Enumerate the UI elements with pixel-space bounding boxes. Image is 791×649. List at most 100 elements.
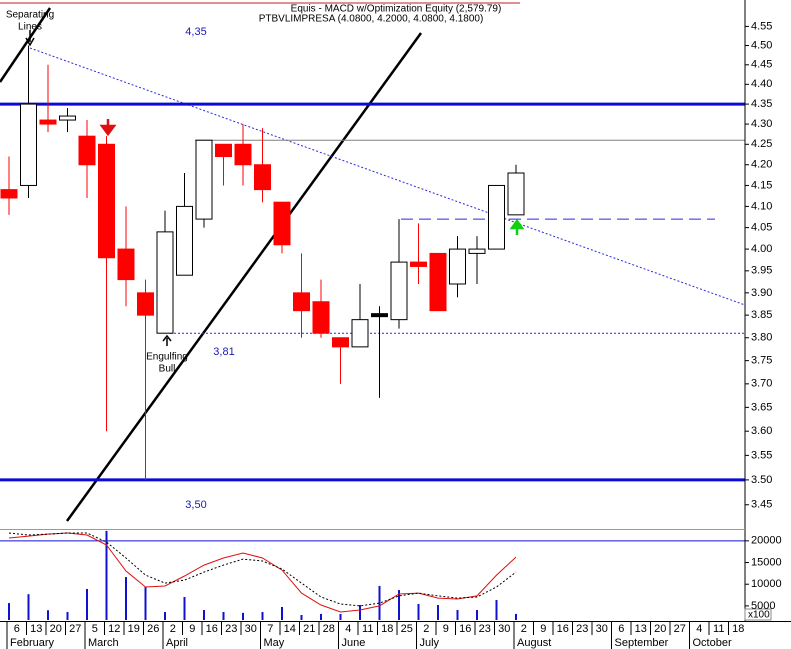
month-label: September xyxy=(615,637,669,649)
y-tick-label: 3.95 xyxy=(751,265,772,277)
y2-tick-label: 5000 xyxy=(751,600,775,612)
y-tick-label: 3.65 xyxy=(751,401,772,413)
y-tick-label: 3.80 xyxy=(751,332,772,344)
x-tick-label: 25 xyxy=(401,623,413,635)
month-label: February xyxy=(10,637,55,649)
candle-body xyxy=(332,337,349,348)
x-tick-label: 11 xyxy=(362,623,373,635)
arrow xyxy=(162,334,172,346)
volume-bar xyxy=(456,610,459,620)
candle-body xyxy=(273,201,291,246)
candle-body xyxy=(20,103,37,186)
x-tick-label: 6 xyxy=(14,623,20,635)
level-label: 3,50 xyxy=(185,499,206,511)
month-label: June xyxy=(342,637,366,649)
y-tick-label: 3.70 xyxy=(751,378,772,390)
candle-body xyxy=(98,143,115,259)
level-label: 4,35 xyxy=(185,26,206,38)
x-tick-label: 23 xyxy=(225,623,237,635)
month-label: August xyxy=(517,637,551,649)
arrow xyxy=(509,218,525,235)
x-tick-label: 11 xyxy=(713,623,724,635)
candle-body xyxy=(390,261,408,321)
candle-body xyxy=(234,143,252,166)
x-tick-label: 9 xyxy=(540,623,546,635)
x-tick-label: 19 xyxy=(128,623,140,635)
y-tick-label: 4.05 xyxy=(751,222,772,234)
candle-body xyxy=(312,301,330,334)
chart-subtitle: PTBVLIMPRESA (4.0800, 4.2000, 4.0800, 4.… xyxy=(259,14,484,25)
annotation: Bull xyxy=(159,364,176,375)
candle-body xyxy=(429,252,447,312)
x-tick-label: 27 xyxy=(674,623,686,635)
trend-line xyxy=(0,7,52,83)
candle-body xyxy=(78,135,96,166)
arrow xyxy=(25,30,35,47)
month-label: April xyxy=(166,637,188,649)
arrow xyxy=(99,119,117,137)
month-label: May xyxy=(264,637,285,649)
x-tick-label: 21 xyxy=(303,623,315,635)
volume-bar xyxy=(417,603,420,620)
x-tick-label: 20 xyxy=(50,623,62,635)
y2-tick-label: 15000 xyxy=(751,556,782,568)
x-tick-label: 9 xyxy=(443,623,449,635)
candle-body xyxy=(39,119,57,125)
candle-body xyxy=(156,231,174,334)
trend-line xyxy=(65,32,423,522)
volume-bar xyxy=(203,610,205,620)
candle-body xyxy=(371,313,388,318)
x-tick-label: 2 xyxy=(521,623,527,635)
volume-bar xyxy=(261,611,264,620)
x-tick-label: 6 xyxy=(618,623,624,635)
level-label: 3,81 xyxy=(213,346,234,358)
y-tick-label: 4.30 xyxy=(751,118,772,130)
candle-body xyxy=(176,205,193,276)
x-tick-label: 16 xyxy=(206,623,218,635)
volume-bar xyxy=(339,613,342,620)
x-tick-label: 16 xyxy=(459,623,471,635)
y2-tick-label: 10000 xyxy=(751,578,782,590)
x-tick-label: 23 xyxy=(479,623,491,635)
volume-unit: x100 xyxy=(748,610,770,621)
x-tick-label: 2 xyxy=(170,623,176,635)
volume-bar xyxy=(495,600,498,620)
x-tick-label: 23 xyxy=(576,623,588,635)
x-tick-label: 4 xyxy=(696,623,702,635)
volume-bar xyxy=(164,611,166,620)
x-tick-label: 7 xyxy=(267,623,273,635)
candle-body xyxy=(137,292,154,316)
y-tick-label: 3.60 xyxy=(751,425,772,437)
month-label: July xyxy=(420,637,440,649)
y-tick-label: 4.10 xyxy=(751,200,772,212)
candle-body xyxy=(507,172,525,216)
x-tick-label: 12 xyxy=(108,623,120,635)
candle-body xyxy=(488,184,505,250)
y-tick-label: 3.90 xyxy=(751,287,772,299)
volume-bar xyxy=(378,585,381,620)
x-tick-label: 13 xyxy=(30,623,42,635)
y-tick-label: 3.55 xyxy=(751,449,772,461)
dotted-trend-line xyxy=(29,47,745,306)
annotation: Separating xyxy=(6,10,54,21)
volume-bar xyxy=(300,615,303,620)
y-tick-label: 3.85 xyxy=(751,309,772,321)
x-tick-label: 26 xyxy=(147,623,159,635)
indicator-line xyxy=(8,532,517,607)
price-panel xyxy=(0,7,745,522)
candle-body xyxy=(0,189,18,199)
candle-body xyxy=(449,248,466,285)
annotation: Lines xyxy=(18,22,42,33)
y-tick-label: 4.20 xyxy=(751,159,772,171)
y-tick-label: 3.45 xyxy=(751,499,772,511)
x-tick-label: 28 xyxy=(323,623,335,635)
indicator-line xyxy=(8,532,517,613)
volume-bar xyxy=(437,605,439,620)
volume-bar xyxy=(8,603,10,620)
candle-body xyxy=(351,319,369,348)
candle-body xyxy=(254,164,271,191)
volume-bar xyxy=(86,588,88,620)
candle-body xyxy=(215,143,232,158)
